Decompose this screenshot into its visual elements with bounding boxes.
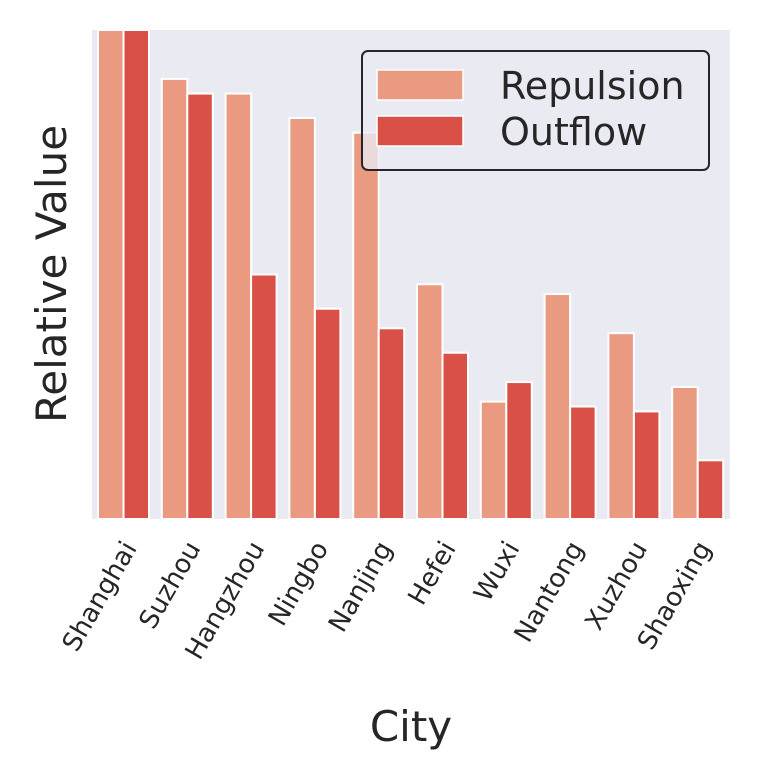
legend-swatch-repulsion bbox=[376, 69, 464, 101]
x-tick-label-hefei: Hefei bbox=[403, 537, 463, 611]
legend-label-outflow: Outflow bbox=[500, 110, 647, 154]
bar-repulsion-wuxi bbox=[479, 400, 508, 521]
bar-outflow-ningbo bbox=[313, 307, 342, 521]
bar-outflow-shanghai bbox=[122, 29, 150, 520]
bar-outflow-xuzhou bbox=[632, 410, 661, 521]
bar-outflow-suzhou bbox=[186, 92, 214, 520]
bar-outflow-wuxi bbox=[505, 381, 533, 520]
x-tick-label-wuxi: Wuxi bbox=[468, 537, 526, 607]
bar-repulsion-hangzhou bbox=[224, 92, 253, 520]
bar-repulsion-suzhou bbox=[160, 77, 189, 521]
bar-outflow-nanjing bbox=[377, 327, 406, 521]
bar-repulsion-nantong bbox=[543, 293, 572, 520]
bar-repulsion-nanjing bbox=[352, 131, 380, 520]
legend: Repulsion Outflow bbox=[361, 50, 710, 171]
bar-outflow-hefei bbox=[441, 351, 469, 520]
bars-group bbox=[97, 29, 725, 521]
legend-swatch-outflow bbox=[376, 115, 464, 147]
legend-label-repulsion: Repulsion bbox=[500, 64, 685, 108]
bar-repulsion-hefei bbox=[416, 283, 444, 520]
x-tick-label-ningbo: Ningbo bbox=[263, 537, 335, 632]
bar-repulsion-xuzhou bbox=[607, 332, 635, 520]
y-axis-title: Relative Value bbox=[27, 125, 76, 423]
x-tick-label-shanghai: Shanghai bbox=[57, 537, 144, 657]
bar-repulsion-shaoxing bbox=[671, 385, 699, 520]
bar-repulsion-shanghai bbox=[97, 29, 125, 520]
bar-outflow-hangzhou bbox=[250, 273, 278, 520]
x-axis-title: City bbox=[370, 702, 452, 751]
bar-repulsion-ningbo bbox=[288, 117, 316, 521]
bar-outflow-shaoxing bbox=[696, 459, 725, 521]
bar-outflow-nantong bbox=[569, 405, 597, 520]
